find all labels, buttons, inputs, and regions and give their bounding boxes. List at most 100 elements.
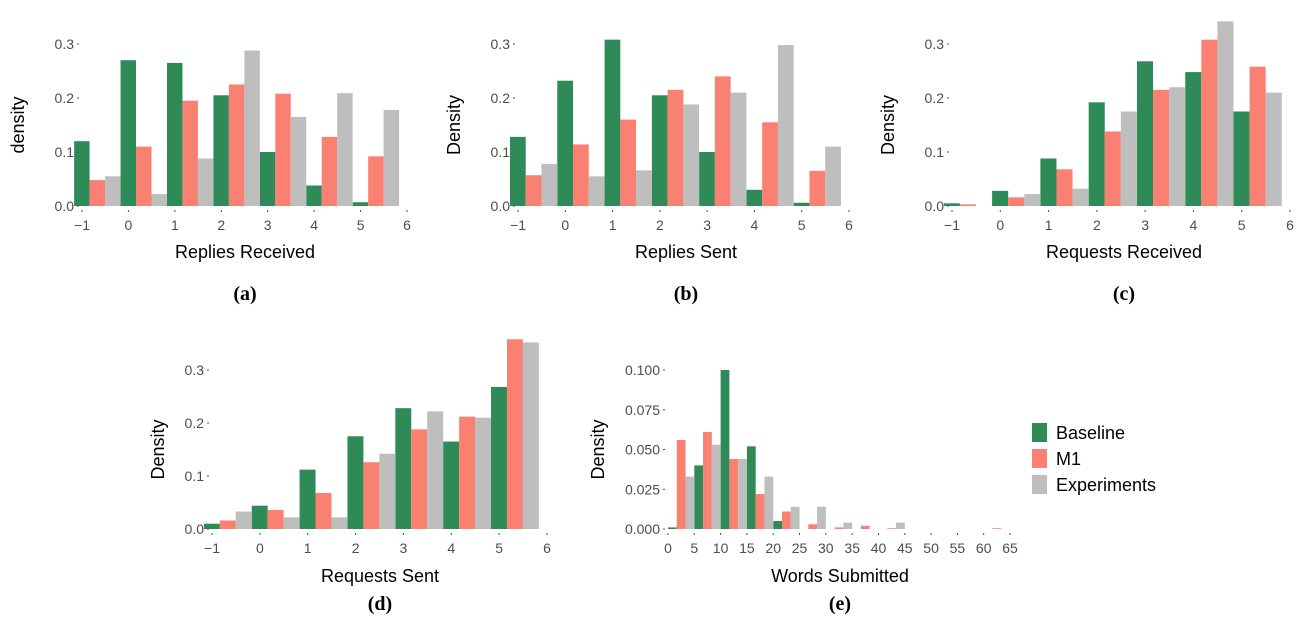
bar-baseline-4: [1136, 61, 1154, 206]
x-tick-label: 6: [543, 540, 551, 556]
bar-m1-5: [762, 122, 778, 206]
legend-label-baseline: Baseline: [1056, 423, 1125, 443]
bar-m1-8: [887, 528, 896, 529]
y-tick-label: 0.3: [185, 362, 205, 378]
x-tick-label: −1: [510, 217, 526, 233]
bar-m1-5: [321, 136, 338, 206]
x-tick-label: 4: [447, 540, 455, 556]
x-tick-label: 30: [818, 540, 834, 556]
x-tick-label: 4: [310, 217, 318, 233]
legend-swatch-m1: [1032, 449, 1047, 468]
x-axis-label: Requests Sent: [321, 566, 439, 586]
x-tick-label: 0: [256, 540, 264, 556]
bar-experiments-0: [541, 163, 558, 206]
x-tick-label: 3: [1141, 217, 1149, 233]
bar-m1-2: [182, 100, 198, 206]
bar-experiments-3: [379, 453, 396, 529]
legend-swatch-baseline: [1032, 423, 1047, 442]
bar-baseline-2: [166, 62, 183, 207]
y-tick-label: 0.075: [625, 402, 660, 418]
bar-m1-1: [1008, 197, 1025, 206]
bar-m1-2: [729, 459, 739, 529]
bar-m1-12: [992, 528, 1002, 529]
x-tick-label: −1: [944, 217, 960, 233]
x-tick-label: 50: [923, 540, 939, 556]
x-tick-label: 2: [352, 540, 360, 556]
x-tick-label: 35: [844, 540, 860, 556]
x-tick-label: 40: [871, 540, 887, 556]
x-tick-label: 60: [976, 540, 992, 556]
y-tick-label: 0.3: [925, 36, 945, 52]
x-tick-label: 25: [792, 540, 808, 556]
panel-label: (e): [829, 593, 851, 615]
bar-experiments-1: [588, 176, 605, 206]
bar-m1-3: [755, 494, 765, 529]
chart-panel-e: 0.000 0.025 0.050 0.075 0.100 0 5 10 15 20 25 30 35 4…: [588, 362, 1018, 615]
bar-m1-4: [714, 76, 731, 207]
bar-experiments-4: [730, 92, 747, 206]
bar-baseline-1: [694, 465, 704, 529]
x-tick-label: 5: [1238, 217, 1246, 233]
bar-experiments-1: [151, 194, 167, 206]
bar-experiments-4: [1169, 87, 1186, 206]
x-tick-label: 6: [845, 217, 853, 233]
bar-m1-1: [703, 432, 712, 529]
chart-panel-b: 0.0 0.1 0.2 0.3 −1 0 1 2 3 4 5 6 Replies Sent Density…: [444, 36, 853, 305]
bar-baseline-4: [773, 521, 782, 529]
y-tick-label: 0.0: [55, 198, 75, 214]
chart-panel-d: 0.0 0.1 0.2 0.3 −1 0 1 2 3 4 5 6 Requests Sent Densit…: [148, 339, 551, 615]
x-tick-label: 4: [751, 217, 759, 233]
bar-m1-4: [411, 429, 428, 529]
bar-m1-6: [834, 527, 844, 529]
bar-experiments-5: [777, 45, 794, 206]
x-axis-label: Replies Received: [175, 242, 315, 262]
bar-experiments-3: [1120, 111, 1137, 206]
x-tick-label: 0: [664, 540, 672, 556]
bar-baseline-2: [1040, 158, 1057, 206]
bar-baseline-2: [299, 469, 316, 529]
legend-swatch-experiments: [1032, 475, 1047, 494]
bar-baseline-3: [213, 95, 229, 206]
x-tick-label: 3: [264, 217, 272, 233]
x-tick-label: 6: [1286, 217, 1294, 233]
chart-legend: Baseline M1 Experiments: [1032, 423, 1156, 495]
bar-m1-4: [782, 511, 791, 529]
bar-baseline-0: [203, 523, 220, 529]
bar-m1-1: [267, 509, 284, 529]
bar-experiments-1: [711, 444, 721, 529]
bar-experiments-3: [764, 476, 774, 529]
y-tick-label: 0.2: [925, 90, 945, 106]
bar-baseline-4: [699, 152, 715, 206]
panel-label: (d): [368, 593, 392, 615]
bar-m1-4: [1153, 89, 1170, 206]
bar-experiments-0: [235, 511, 252, 529]
bar-m1-0: [525, 175, 542, 206]
bar-experiments-6: [522, 342, 539, 529]
bar-baseline-3: [1088, 102, 1105, 206]
legend-label-experiments: Experiments: [1056, 475, 1156, 495]
bar-experiments-2: [636, 170, 652, 206]
x-axis-label: Replies Sent: [635, 242, 737, 262]
y-tick-label: 0.1: [55, 144, 75, 160]
bar-experiments-0: [685, 476, 695, 529]
bar-experiments-2: [197, 158, 214, 206]
x-tick-label: 1: [609, 217, 617, 233]
bar-m1-0: [89, 180, 106, 206]
bar-baseline-2: [604, 39, 621, 207]
bar-baseline-6: [491, 386, 507, 529]
x-tick-label: 65: [1002, 540, 1018, 556]
bar-experiments-6: [383, 109, 400, 206]
bar-m1-6: [506, 339, 523, 529]
bar-baseline-3: [347, 436, 364, 529]
bar-m1-3: [667, 89, 684, 206]
x-tick-label: 15: [739, 540, 755, 556]
x-axis-label: Requests Received: [1046, 242, 1202, 262]
x-tick-label: 2: [1093, 217, 1101, 233]
bar-m1-7: [860, 525, 870, 529]
bar-experiments-2: [1072, 188, 1089, 206]
x-tick-label: 0: [561, 217, 569, 233]
bar-baseline-5: [306, 185, 322, 206]
panel-label: (b): [674, 283, 698, 305]
